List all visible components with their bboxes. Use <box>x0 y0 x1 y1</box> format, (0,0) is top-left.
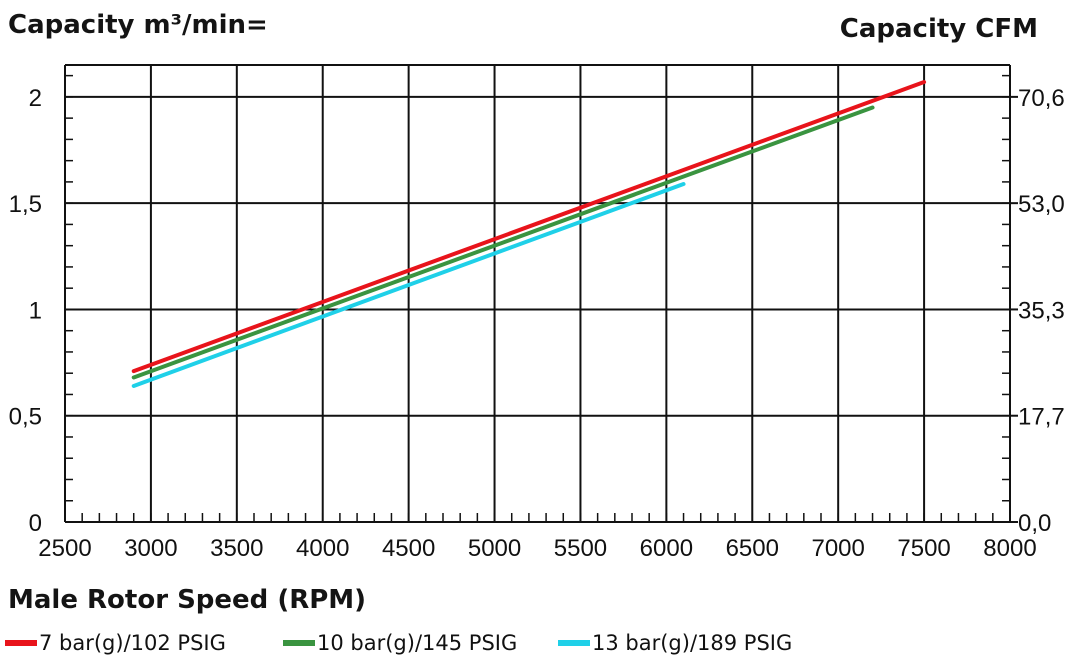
y-tick-label-right: 70,6 <box>1018 85 1065 112</box>
x-tick-label: 3500 <box>210 535 263 562</box>
series-line-1 <box>131 80 927 374</box>
series-line-2 <box>131 105 875 380</box>
legend-item: 13 bar(g)/189 PSIG <box>558 628 792 658</box>
y-tick-label-right: 0,0 <box>1018 510 1051 537</box>
y-axis-title-left: Capacity m³/min= <box>8 10 268 40</box>
y-tick-label-left: 0,5 <box>9 404 42 431</box>
x-tick-label: 3000 <box>124 535 177 562</box>
series-line-3 <box>131 182 686 388</box>
y-tick-label-left: 1 <box>29 297 42 324</box>
legend-label: 7 bar(g)/102 PSIG <box>39 631 226 655</box>
legend-swatch <box>558 640 590 646</box>
grid-layer <box>64 64 1018 523</box>
y-tick-label-left: 1,5 <box>9 191 42 218</box>
series-layer <box>131 80 927 388</box>
x-axis-title: Male Rotor Speed (RPM) <box>8 585 367 615</box>
x-tick-label: 7000 <box>811 535 864 562</box>
x-tick-label: 4000 <box>296 535 349 562</box>
x-tick-label: 4500 <box>382 535 435 562</box>
x-tick-label: 5500 <box>554 535 607 562</box>
y-tick-label-left: 0 <box>29 510 42 537</box>
legend-label: 10 bar(g)/145 PSIG <box>317 631 518 655</box>
y-axis-title-right: Capacity CFM <box>839 14 1038 44</box>
x-tick-label: 6000 <box>640 535 693 562</box>
x-tick-label: 7500 <box>897 535 950 562</box>
tick-layer: 2500 3000 3500 4000 4500 5000 5500 6000 6500 7000… <box>9 85 1065 562</box>
legend-item: 7 bar(g)/102 PSIG <box>5 628 226 658</box>
y-tick-label-right: 17,7 <box>1018 404 1065 431</box>
legend-swatch <box>5 640 37 646</box>
x-tick-label: 8000 <box>983 535 1036 562</box>
x-tick-label: 6500 <box>726 535 779 562</box>
legend-item: 10 bar(g)/145 PSIG <box>283 628 517 658</box>
x-tick-label: 2500 <box>38 535 91 562</box>
y-tick-label-right: 35,3 <box>1018 297 1065 324</box>
y-tick-label-right: 53,0 <box>1018 191 1065 218</box>
legend: 7 bar(g)/102 PSIG 10 bar(g)/145 PSIG 13 ba… <box>0 628 1088 658</box>
x-tick-label: 5000 <box>468 535 521 562</box>
legend-label: 13 bar(g)/189 PSIG <box>592 631 793 655</box>
capacity-chart: 2500 3000 3500 4000 4500 5000 5500 6000 6500 7000… <box>9 64 1065 562</box>
y-tick-label-left: 2 <box>29 85 42 112</box>
legend-swatch <box>283 640 315 646</box>
